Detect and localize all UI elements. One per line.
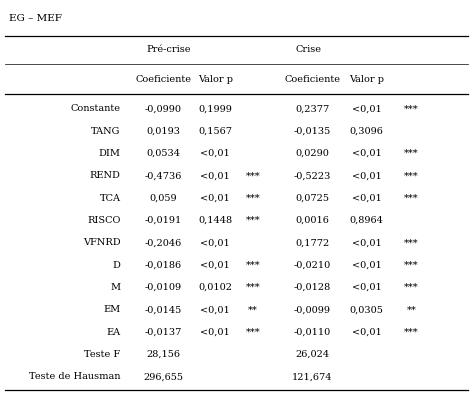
Text: 28,156: 28,156	[146, 349, 180, 358]
Text: 0,0534: 0,0534	[146, 149, 180, 158]
Text: **: **	[248, 305, 258, 313]
Text: 0,0102: 0,0102	[198, 282, 232, 291]
Text: Teste F: Teste F	[84, 349, 121, 358]
Text: REND: REND	[90, 171, 121, 180]
Text: -0,0099: -0,0099	[294, 305, 331, 313]
Text: TANG: TANG	[91, 126, 121, 135]
Text: -0,0110: -0,0110	[294, 327, 331, 336]
Text: DIM: DIM	[98, 149, 121, 158]
Text: -0,0145: -0,0145	[145, 305, 182, 313]
Text: Teste de Hausman: Teste de Hausman	[29, 371, 121, 380]
Text: ***: ***	[404, 282, 419, 291]
Text: -0,0109: -0,0109	[145, 282, 182, 291]
Text: 296,655: 296,655	[143, 371, 183, 380]
Text: <0,01: <0,01	[201, 260, 230, 269]
Text: Pré-crise: Pré-crise	[147, 45, 191, 54]
Text: Valor p: Valor p	[349, 75, 384, 83]
Text: 0,1999: 0,1999	[198, 104, 232, 113]
Text: <0,01: <0,01	[352, 282, 381, 291]
Text: -0,0137: -0,0137	[144, 327, 182, 336]
Text: ***: ***	[246, 193, 260, 202]
Text: <0,01: <0,01	[201, 193, 230, 202]
Text: 0,3096: 0,3096	[350, 126, 384, 135]
Text: -0,4736: -0,4736	[144, 171, 182, 180]
Text: <0,01: <0,01	[352, 260, 381, 269]
Text: -0,0191: -0,0191	[145, 215, 182, 224]
Text: -0,0186: -0,0186	[145, 260, 182, 269]
Text: <0,01: <0,01	[352, 171, 381, 180]
Text: 0,1772: 0,1772	[295, 238, 329, 247]
Text: 0,0305: 0,0305	[350, 305, 384, 313]
Text: Constante: Constante	[70, 104, 121, 113]
Text: ***: ***	[246, 260, 260, 269]
Text: ***: ***	[404, 104, 419, 113]
Text: -0,5223: -0,5223	[293, 171, 331, 180]
Text: -0,0990: -0,0990	[145, 104, 182, 113]
Text: ***: ***	[246, 327, 260, 336]
Text: 121,674: 121,674	[292, 371, 333, 380]
Text: EA: EA	[106, 327, 121, 336]
Text: <0,01: <0,01	[201, 327, 230, 336]
Text: <0,01: <0,01	[352, 238, 381, 247]
Text: Coeficiente: Coeficiente	[284, 75, 340, 83]
Text: <0,01: <0,01	[352, 104, 381, 113]
Text: ***: ***	[404, 260, 419, 269]
Text: <0,01: <0,01	[352, 327, 381, 336]
Text: -0,2046: -0,2046	[145, 238, 182, 247]
Text: D: D	[113, 260, 121, 269]
Text: <0,01: <0,01	[352, 149, 381, 158]
Text: -0,0210: -0,0210	[294, 260, 331, 269]
Text: Valor p: Valor p	[198, 75, 233, 83]
Text: 0,0290: 0,0290	[295, 149, 329, 158]
Text: EG – MEF: EG – MEF	[9, 14, 62, 23]
Text: -0,0135: -0,0135	[294, 126, 331, 135]
Text: 0,2377: 0,2377	[295, 104, 329, 113]
Text: 0,0193: 0,0193	[146, 126, 180, 135]
Text: <0,01: <0,01	[201, 171, 230, 180]
Text: M: M	[111, 282, 121, 291]
Text: TCA: TCA	[100, 193, 121, 202]
Text: ***: ***	[246, 215, 260, 224]
Text: ***: ***	[246, 171, 260, 180]
Text: Crise: Crise	[296, 45, 322, 54]
Text: 0,0725: 0,0725	[295, 193, 329, 202]
Text: 0,0016: 0,0016	[295, 215, 329, 224]
Text: ***: ***	[404, 193, 419, 202]
Text: <0,01: <0,01	[201, 305, 230, 313]
Text: Coeficiente: Coeficiente	[135, 75, 191, 83]
Text: -0,0128: -0,0128	[294, 282, 331, 291]
Text: RISCO: RISCO	[87, 215, 121, 224]
Text: <0,01: <0,01	[201, 238, 230, 247]
Text: 0,8964: 0,8964	[350, 215, 384, 224]
Text: <0,01: <0,01	[201, 149, 230, 158]
Text: 0,1567: 0,1567	[198, 126, 232, 135]
Text: 0,059: 0,059	[149, 193, 177, 202]
Text: **: **	[407, 305, 416, 313]
Text: ***: ***	[404, 149, 419, 158]
Text: VFNRD: VFNRD	[83, 238, 121, 247]
Text: ***: ***	[404, 238, 419, 247]
Text: 0,1448: 0,1448	[198, 215, 232, 224]
Text: <0,01: <0,01	[352, 193, 381, 202]
Text: ***: ***	[404, 171, 419, 180]
Text: ***: ***	[404, 327, 419, 336]
Text: ***: ***	[246, 282, 260, 291]
Text: EM: EM	[104, 305, 121, 313]
Text: 26,024: 26,024	[295, 349, 329, 358]
